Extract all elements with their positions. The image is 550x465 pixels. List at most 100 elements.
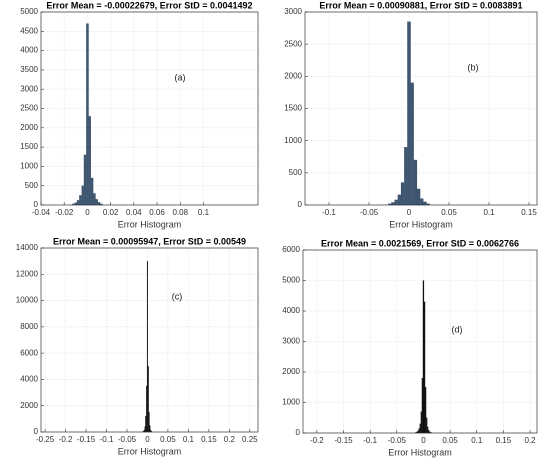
x-tick-label: -0.25 xyxy=(36,435,55,444)
y-tick-label: 2000 xyxy=(282,367,300,376)
histogram-bar xyxy=(90,177,94,206)
x-tick-label: -0.05 xyxy=(360,208,379,217)
y-tick-label: 0 xyxy=(296,428,301,437)
y-tick-label: 6000 xyxy=(282,245,300,254)
histogram-bar xyxy=(413,159,418,206)
axes-frame xyxy=(302,249,538,434)
x-tick-label: 0.25 xyxy=(242,435,258,444)
y-tick-label: 2500 xyxy=(284,39,302,48)
x-tick-label: 0.1 xyxy=(183,435,195,444)
y-tick-label: 1500 xyxy=(284,104,302,113)
x-tick-label: 0.05 xyxy=(441,208,457,217)
y-tick-label: 1000 xyxy=(284,136,302,145)
y-tick-label: 4000 xyxy=(20,46,38,55)
x-tick-label: 0.06 xyxy=(149,208,165,217)
y-tick-label: 1000 xyxy=(20,162,38,171)
chart-title: Error Mean = 0.00095947, Error StD = 0.0… xyxy=(53,236,246,246)
x-tick-label: -0.15 xyxy=(334,436,353,445)
y-tick-label: 2000 xyxy=(20,123,38,132)
x-tick-label: -0.04 xyxy=(32,208,51,217)
histogram-bar xyxy=(95,199,98,206)
x-tick-label: -0.2 xyxy=(59,435,73,444)
histogram-bar xyxy=(394,199,398,206)
x-tick-label: 0.15 xyxy=(201,435,217,444)
histogram-bar xyxy=(86,23,89,206)
y-tick-label: 12000 xyxy=(16,269,39,278)
histogram-bar xyxy=(417,430,419,434)
y-tick-label: 3000 xyxy=(284,7,302,16)
histogram-bar xyxy=(400,182,405,206)
axes-frame xyxy=(40,11,259,206)
x-tick-label: 0.2 xyxy=(224,435,236,444)
histogram-bar xyxy=(424,387,427,434)
x-tick-label: -0.15 xyxy=(77,435,96,444)
x-tick-label: 0.05 xyxy=(442,436,458,445)
histogram-bar xyxy=(427,426,429,434)
x-axis-label: Error Histogram xyxy=(389,219,453,229)
histogram-bar xyxy=(149,425,151,433)
y-tick-label: 0 xyxy=(34,427,39,436)
histogram-bar xyxy=(148,412,150,433)
histogram-bar xyxy=(421,378,424,434)
y-tick-label: 3000 xyxy=(20,84,38,93)
x-tick-label: -0.1 xyxy=(100,435,114,444)
histogram-bar xyxy=(423,301,426,434)
histogram-bar xyxy=(146,261,148,433)
histogram-bar xyxy=(418,428,420,434)
histogram-bar xyxy=(83,154,87,206)
x-tick-label: 0 xyxy=(85,208,90,217)
histogram-bar xyxy=(76,200,80,206)
histogram-bar xyxy=(420,411,422,434)
x-tick-label: 0.1 xyxy=(483,208,495,217)
plot-area xyxy=(41,248,258,432)
histogram-bar xyxy=(79,195,82,206)
histogram-bar xyxy=(146,385,148,433)
y-tick-label: 4000 xyxy=(20,375,38,384)
y-tick-label: 4000 xyxy=(282,306,300,315)
histogram-bar xyxy=(423,201,427,206)
y-tick-label: 4500 xyxy=(20,26,38,35)
y-tick-label: 6000 xyxy=(20,348,38,357)
annotation: (a) xyxy=(175,72,186,82)
x-tick-label: 0 xyxy=(407,208,412,217)
y-tick-label: 0 xyxy=(298,200,303,209)
y-tick-label: 3500 xyxy=(20,65,38,74)
x-tick-label: 0.05 xyxy=(160,435,176,444)
annotation: (b) xyxy=(468,62,479,72)
x-tick-label: 0.02 xyxy=(103,208,119,217)
y-tick-label: 5000 xyxy=(20,7,38,16)
x-tick-label: 0.2 xyxy=(525,436,537,445)
x-tick-label: 0 xyxy=(145,435,150,444)
histogram-bar xyxy=(144,426,146,433)
x-tick-label: 0.15 xyxy=(521,208,537,217)
y-tick-label: 5000 xyxy=(282,276,300,285)
histogram-bar xyxy=(420,198,424,206)
x-tick-label: -0.02 xyxy=(55,208,74,217)
histogram-bar xyxy=(88,116,91,206)
x-tick-label: 0.08 xyxy=(172,208,188,217)
axes-frame xyxy=(304,11,538,206)
y-tick-label: 500 xyxy=(25,181,39,190)
y-tick-label: 8000 xyxy=(20,322,38,331)
y-tick-label: 1000 xyxy=(282,398,300,407)
x-tick-label: 0.1 xyxy=(198,208,210,217)
histogram-bar xyxy=(407,21,411,206)
y-tick-label: 2000 xyxy=(284,71,302,80)
histogram-bar xyxy=(93,193,96,206)
x-tick-label: -0.2 xyxy=(310,436,324,445)
histogram-bar xyxy=(426,417,428,434)
chart-title: Error Mean = 0.00090881, Error StD = 0.0… xyxy=(319,0,522,10)
x-tick-label: -0.05 xyxy=(388,436,407,445)
x-tick-label: 0 xyxy=(421,436,426,445)
chart-title: Error Mean = 0.0021569, Error StD = 0.00… xyxy=(321,238,519,248)
y-tick-label: 2000 xyxy=(20,401,38,410)
histogram-bar xyxy=(419,423,421,434)
histogram-bar xyxy=(97,202,101,206)
histogram-bar xyxy=(404,147,408,206)
histogram-bar xyxy=(410,82,414,206)
x-tick-label: 0.15 xyxy=(496,436,512,445)
annotation: (d) xyxy=(452,324,463,334)
x-tick-label: -0.05 xyxy=(118,435,137,444)
y-tick-label: 2500 xyxy=(20,104,38,113)
histogram-bar xyxy=(428,430,430,434)
